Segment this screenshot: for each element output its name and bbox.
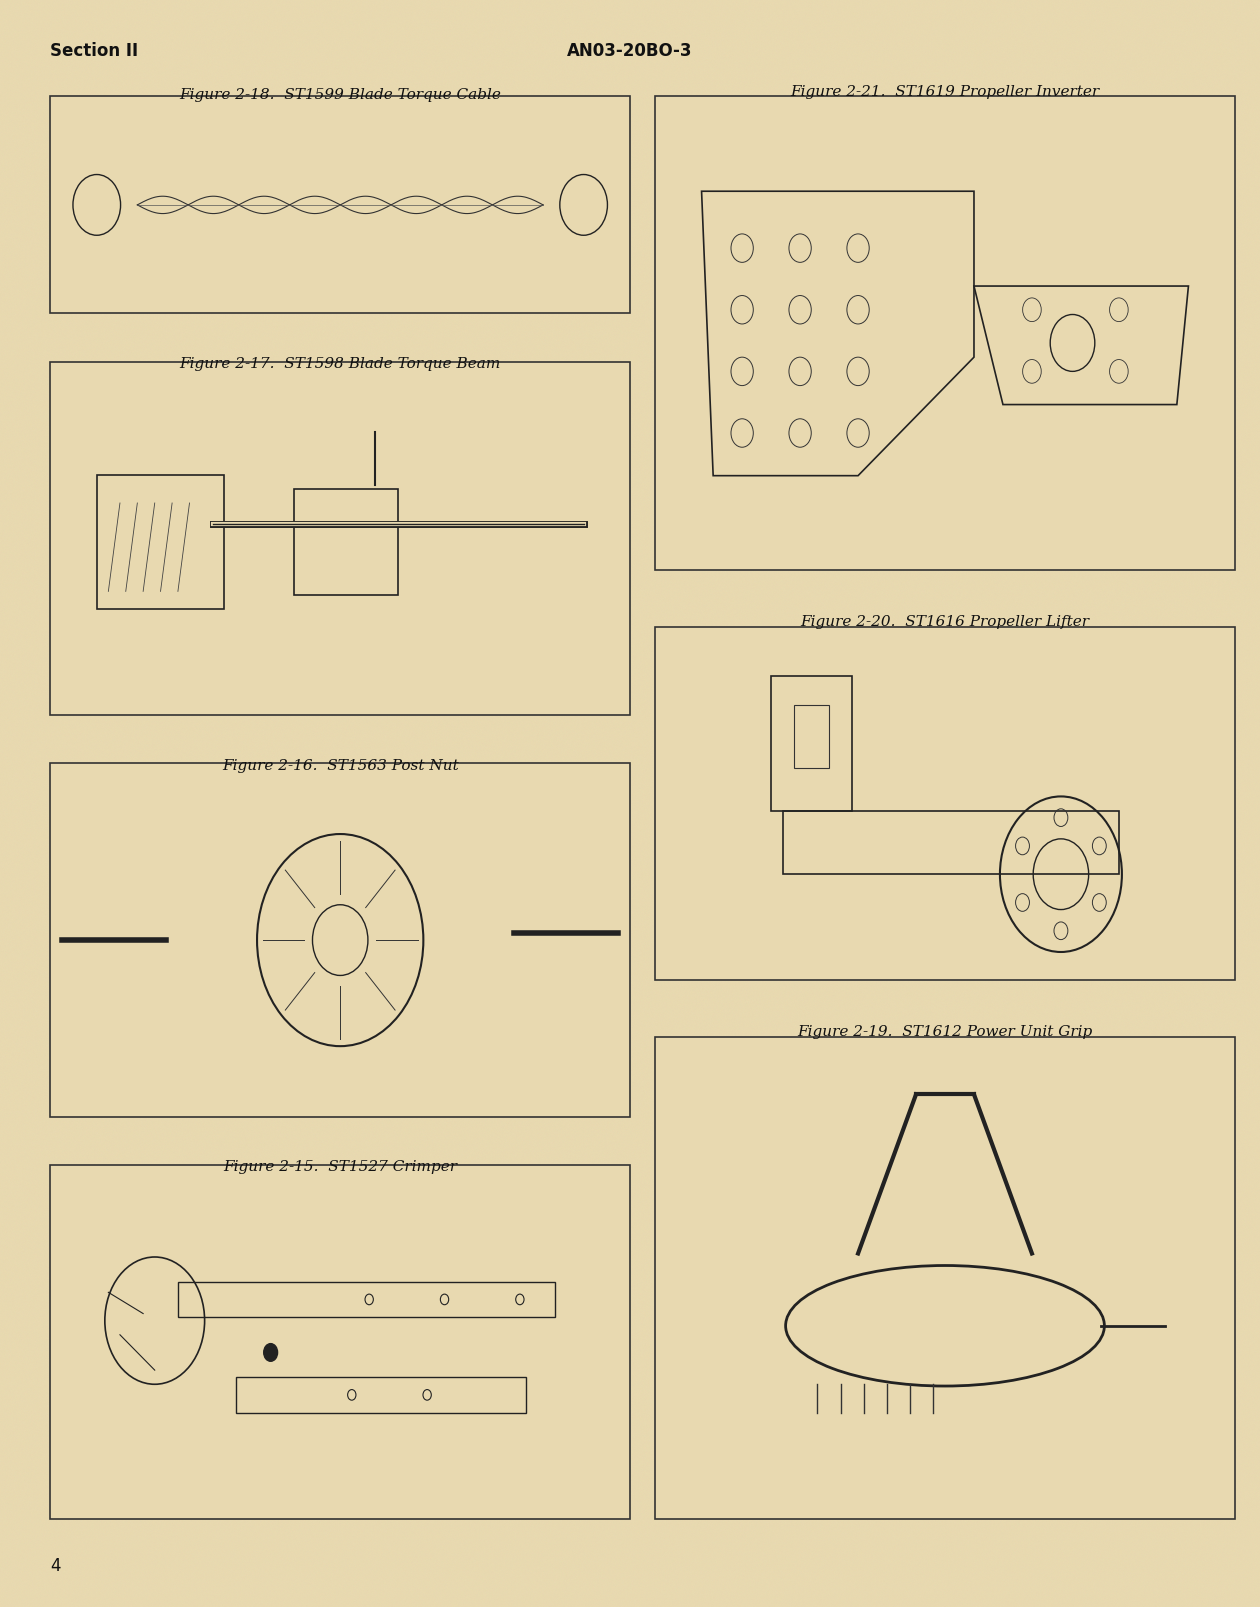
Bar [50, 763, 630, 1117]
Bar [771, 677, 852, 810]
Bar [50, 96, 630, 313]
Text: AN03-20BO-3: AN03-20BO-3 [567, 42, 693, 59]
Text: Figure 2-16.  ST1563 Post Nut: Figure 2-16. ST1563 Post Nut [222, 759, 459, 773]
Text: 4: 4 [50, 1557, 60, 1575]
Bar [655, 96, 1235, 570]
Bar [655, 627, 1235, 980]
Bar [782, 810, 1119, 874]
Bar [236, 1377, 525, 1413]
Text: Figure 2-15.  ST1527 Crimper: Figure 2-15. ST1527 Crimper [223, 1160, 457, 1175]
Text: Figure 2-17.  ST1598 Blade Torque Beam: Figure 2-17. ST1598 Blade Torque Beam [179, 357, 501, 371]
Bar [50, 1165, 630, 1519]
Text: Figure 2-20.  ST1616 Propeller Lifter: Figure 2-20. ST1616 Propeller Lifter [800, 615, 1090, 630]
Bar [97, 474, 224, 609]
Text: Figure 2-18.  ST1599 Blade Torque Cable: Figure 2-18. ST1599 Blade Torque Cable [179, 88, 501, 103]
Text: Figure 2-19.  ST1612 Power Unit Grip: Figure 2-19. ST1612 Power Unit Grip [798, 1025, 1092, 1040]
Circle shape [263, 1343, 277, 1361]
Bar [655, 1037, 1235, 1519]
Bar [50, 362, 630, 715]
Bar [294, 489, 398, 595]
Bar [794, 704, 829, 768]
Text: Figure 2-21.  ST1619 Propeller Inverter: Figure 2-21. ST1619 Propeller Inverter [790, 85, 1100, 100]
Bar [178, 1282, 554, 1318]
Text: Section II: Section II [50, 42, 139, 59]
